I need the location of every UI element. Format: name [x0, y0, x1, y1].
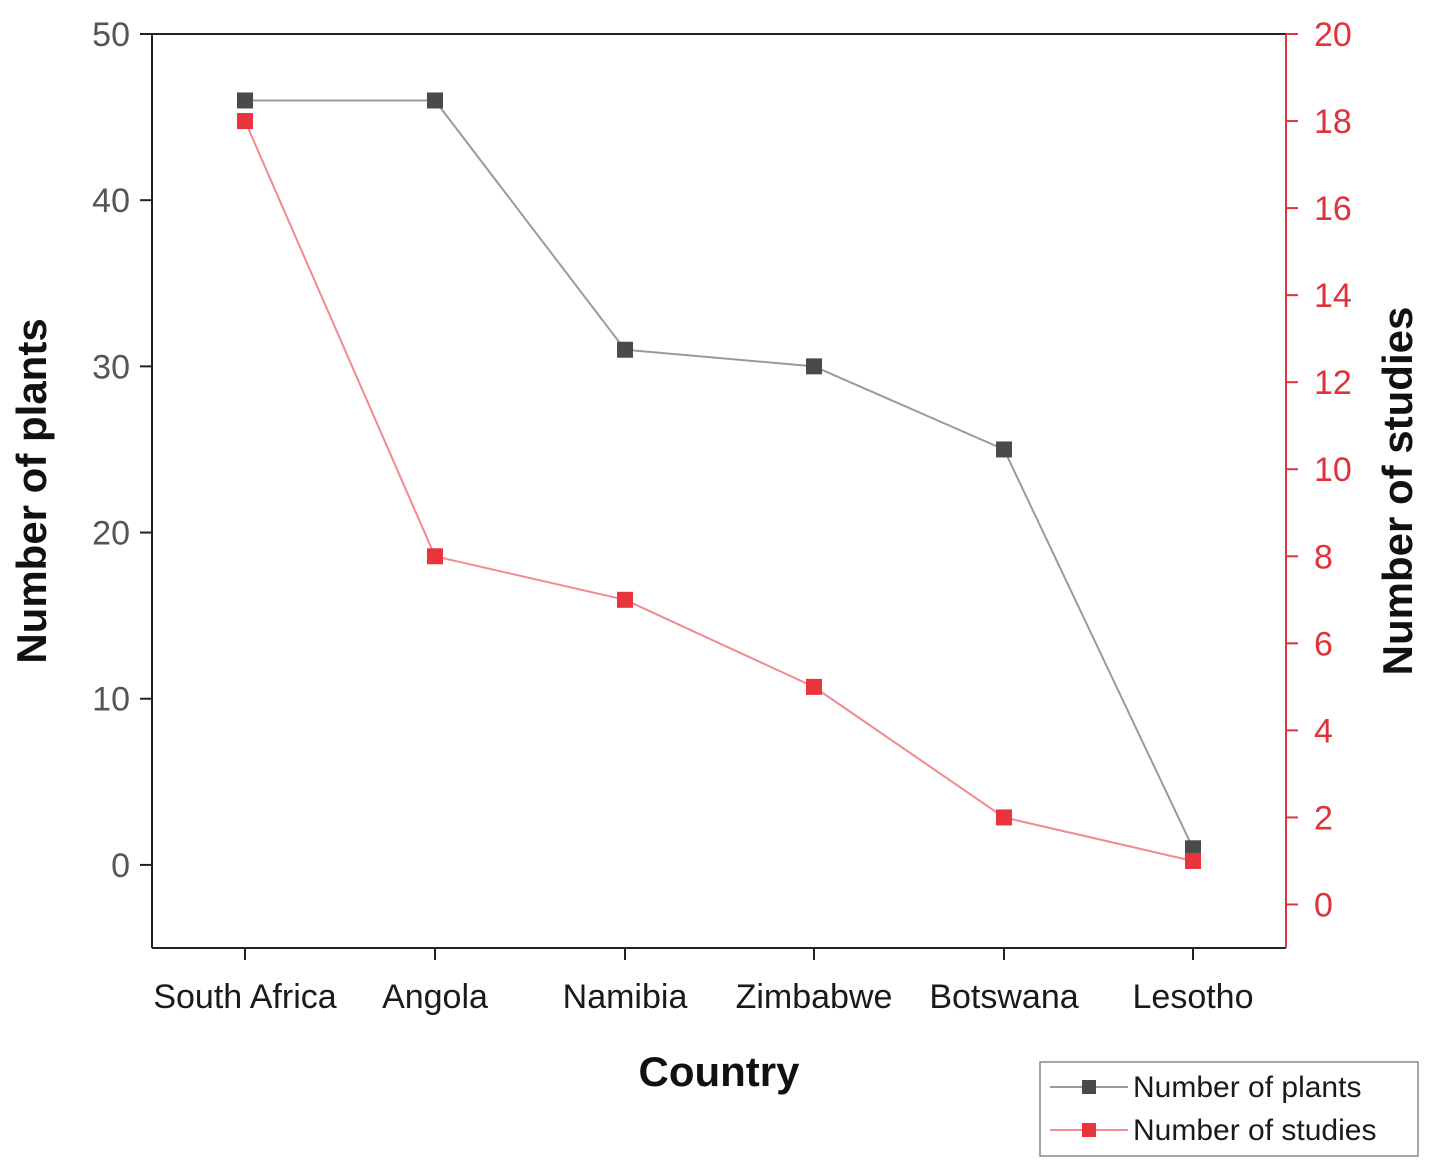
y-right-tick-label: 16 — [1314, 190, 1352, 228]
series-1-point — [996, 809, 1012, 826]
y-right-tick-label: 12 — [1314, 364, 1352, 402]
series-line-1 — [244, 120, 1194, 862]
x-tick-label: Botswana — [929, 978, 1078, 1016]
series-1-point — [427, 548, 443, 565]
x-tick-label: Namibia — [563, 978, 688, 1016]
x-tick-label: Zimbabwe — [736, 978, 893, 1016]
y-right-tick-label: 14 — [1314, 277, 1352, 315]
series-1-point — [617, 591, 633, 608]
y-axis-right-title: Number of studies — [1374, 307, 1421, 676]
y-left-tick-label: 50 — [92, 16, 130, 54]
y-right-tick-label: 0 — [1314, 886, 1333, 924]
y-axis-left-title: Number of plants — [8, 318, 55, 663]
y-right-tick-label: 20 — [1314, 16, 1352, 54]
series-0-point — [806, 358, 822, 375]
x-axis-title: Country — [639, 1048, 801, 1095]
series-0-point — [237, 92, 253, 109]
legend-item-plants: Number of plants — [1050, 1071, 1361, 1104]
x-tick-label: South Africa — [153, 978, 336, 1016]
legend-marker-plants — [1082, 1080, 1096, 1094]
y-left-tick-label: 30 — [92, 348, 130, 386]
y-right-tick-label: 2 — [1314, 799, 1333, 837]
series-1-point — [1185, 852, 1201, 869]
series-0-point — [996, 441, 1012, 458]
series-1-point — [806, 678, 822, 695]
series-0-point — [1185, 840, 1201, 857]
legend-label-plants: Number of plants — [1133, 1071, 1361, 1104]
series-lines — [244, 99, 1194, 862]
y-right-tick-label: 4 — [1314, 712, 1333, 750]
legend: Number of plants Number of studies — [1039, 1061, 1419, 1157]
y-right-tick-label: 10 — [1314, 451, 1352, 489]
legend-label-studies: Number of studies — [1133, 1114, 1376, 1147]
x-tick-label: Lesotho — [1133, 978, 1254, 1016]
y-left-tick-label: 10 — [92, 681, 130, 719]
legend-item-studies: Number of studies — [1050, 1114, 1376, 1147]
legend-marker-studies — [1082, 1123, 1096, 1137]
series-0-point — [427, 92, 443, 109]
y-right-tick-label: 8 — [1314, 538, 1333, 576]
series-0-point — [617, 341, 633, 358]
y-right-tick-label: 18 — [1314, 103, 1352, 141]
y-left-tick-label: 40 — [92, 182, 130, 220]
plot-frame — [151, 33, 1287, 949]
series-line-0 — [245, 99, 1194, 849]
series-markers — [237, 92, 1201, 869]
y-right-tick-label: 6 — [1314, 625, 1333, 663]
legend-box — [1039, 1061, 1419, 1157]
y-left-tick-label: 0 — [111, 847, 130, 885]
y-left-tick-label: 20 — [92, 515, 130, 553]
x-tick-label: Angola — [382, 978, 488, 1016]
series-1-point — [237, 113, 253, 130]
axis-ticks: 0 10 20 30 40 50 0 2 4 6 8 10 12 14 16 18 20 South Africa… — [92, 16, 1352, 1016]
